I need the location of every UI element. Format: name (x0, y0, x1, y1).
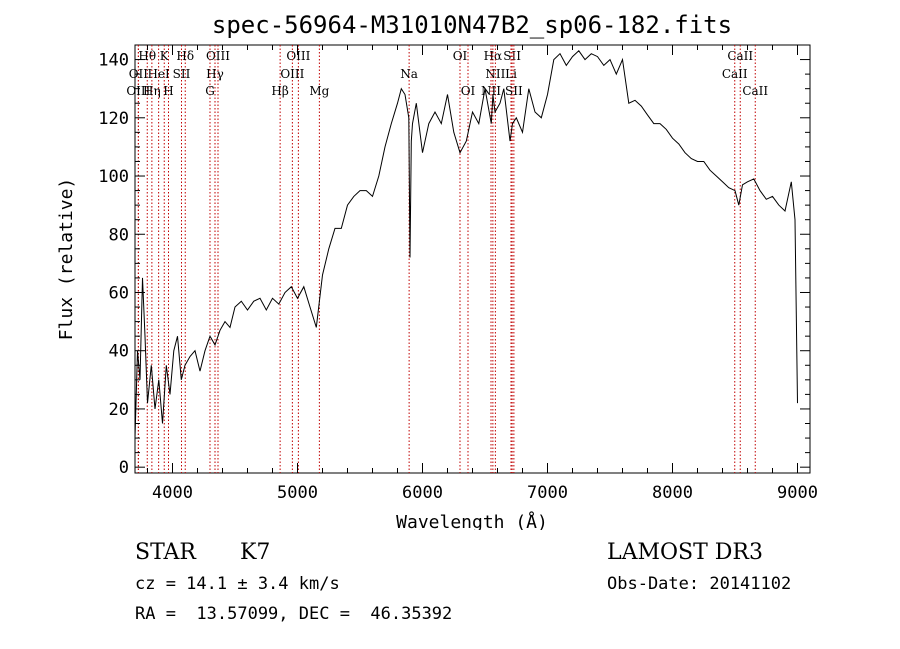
redshift-velocity: cz = 14.1 ± 3.4 km/s (135, 574, 340, 594)
line-marker-label: Na (400, 67, 418, 81)
x-tick-label: 8000 (652, 483, 693, 503)
plot-frame (134, 44, 811, 474)
chart-title: spec-56964-M31010N47B2_sp06-182.fits (212, 11, 732, 39)
line-marker-label: H (163, 84, 173, 98)
line-marker-label: Li (505, 67, 517, 81)
x-tick-label: 9000 (777, 483, 818, 503)
y-tick-label: 120 (98, 109, 129, 129)
line-marker-label: Mg (309, 84, 329, 98)
y-tick-label: 60 (109, 283, 129, 303)
x-tick-label: 6000 (402, 483, 443, 503)
survey-name: LAMOST DR3 (607, 540, 763, 565)
object-subclass: K7 (240, 540, 271, 565)
line-marker-label: Hα (484, 49, 503, 63)
line-marker-label: OI (461, 84, 476, 98)
y-tick-label: 140 (98, 51, 129, 71)
spectrum-line (134, 50, 798, 439)
line-marker-label: OIII (126, 84, 150, 98)
x-tick-label: 7000 (527, 483, 568, 503)
y-axis-label: Flux (relative) (56, 178, 77, 341)
line-marker-label: OIII (280, 67, 304, 81)
y-tick-label: 20 (109, 400, 129, 420)
line-marker-label: K (160, 49, 170, 63)
object-class: STAR (135, 540, 196, 565)
spectrum-chart: spec-56964-M31010N47B2_sp06-182.fits Hθ K… (56, 11, 818, 530)
y-tick-label: 80 (109, 225, 129, 245)
line-marker-label: Hδ (176, 49, 194, 63)
x-axis-ticks: 4000 5000 6000 7000 8000 9000 (147, 45, 818, 503)
x-axis-label: Wavelength (Å) (396, 511, 548, 530)
line-marker-label: SII (503, 49, 521, 63)
line-marker-label: Hβ (271, 84, 288, 98)
line-marker-label: OIII (286, 49, 310, 63)
coordinates: RA = 13.57099, DEC = 46.35392 (135, 604, 453, 624)
line-marker-label: CaII (727, 49, 753, 63)
line-marker-label: NII (485, 67, 505, 81)
line-marker-label: CaII (722, 67, 748, 81)
y-axis-ticks: 0 20 40 60 80 100 120 140 (98, 51, 810, 478)
line-marker-label: SII (173, 67, 191, 81)
line-marker-label: G (205, 84, 215, 98)
y-tick-label: 0 (119, 458, 129, 478)
x-tick-label: 5000 (277, 483, 318, 503)
line-marker-label: CaII (742, 84, 768, 98)
line-marker-label: OI (453, 49, 468, 63)
line-marker-label: OIII (206, 49, 230, 63)
line-marker-label: HeI (147, 67, 170, 81)
observation-date: Obs-Date: 20141102 (607, 574, 792, 594)
x-tick-label: 4000 (152, 483, 193, 503)
line-marker-label: Hη (143, 84, 161, 98)
line-marker-label: SII (505, 84, 523, 98)
y-tick-label: 100 (98, 167, 129, 187)
y-tick-label: 40 (109, 342, 129, 362)
line-marker-label: Hθ (138, 49, 156, 63)
line-marker-label: Hγ (206, 67, 224, 81)
